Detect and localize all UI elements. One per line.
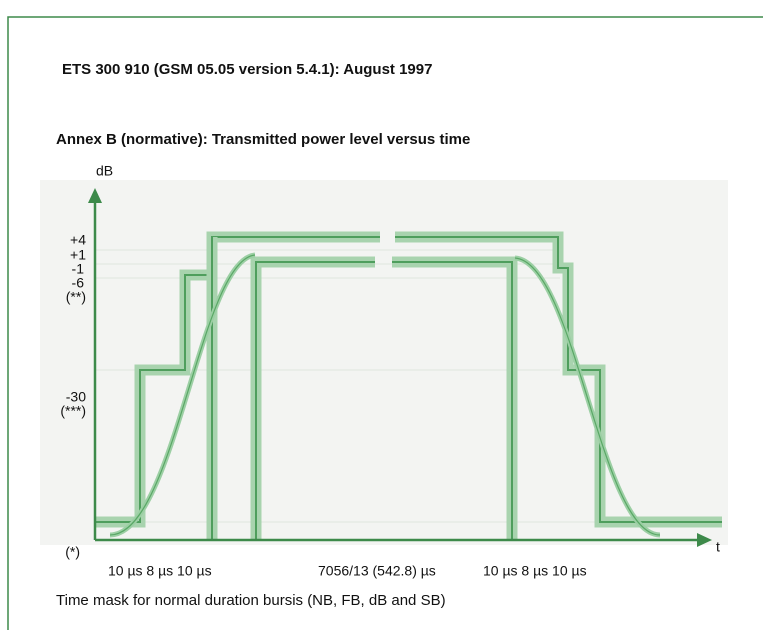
power-curves — [109, 252, 661, 538]
y-label: (**) — [66, 289, 86, 305]
lower-mask — [206, 237, 518, 540]
x-label: 10 µs 8 µs 10 µs — [108, 563, 212, 579]
x-label: 10 µs 8 µs 10 µs — [483, 563, 587, 579]
y-label: -30 — [66, 389, 86, 405]
y-label: -1 — [72, 261, 85, 277]
x-axis-label: t — [716, 539, 720, 555]
subtitle: Annex B (normative): Transmitted power l… — [56, 131, 470, 148]
y-label: (***) — [60, 403, 86, 419]
axes — [88, 188, 712, 547]
y-axis-label: dB — [96, 163, 113, 179]
y-label: +4 — [70, 232, 86, 248]
title: ETS 300 910 (GSM 05.05 version 5.4.1): A… — [62, 61, 432, 78]
y-label: (*) — [65, 544, 80, 560]
y-label: +1 — [70, 247, 86, 263]
frame — [7, 16, 763, 630]
y-label: -6 — [72, 275, 85, 291]
x-label: 7056/13 (542.8) µs — [318, 563, 436, 579]
y-labels: +4 +1 -1 -6 (**) -30 (***) (*) — [60, 232, 86, 560]
caption: Time mask for normal duration bursis (NB… — [56, 592, 446, 609]
